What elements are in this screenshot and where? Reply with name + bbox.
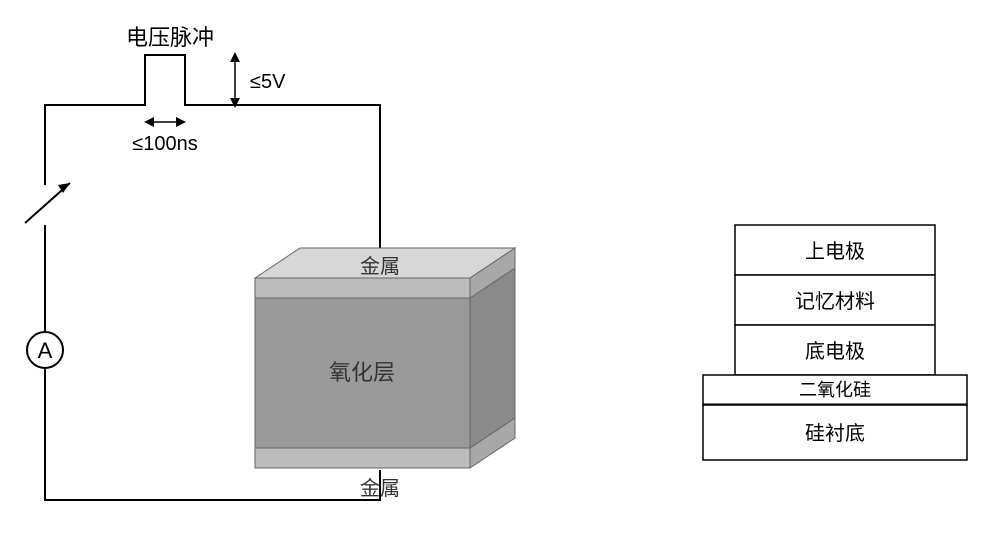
device-top-label: 金属 — [360, 255, 400, 278]
device-mid-label: 氧化层 — [329, 360, 395, 385]
ammeter-letter: A — [38, 338, 53, 363]
pulse-waveform — [115, 55, 215, 105]
device-3d: 金属 氧化层 金属 — [255, 248, 515, 500]
layer-stack: 上电极 记忆材料 底电极 二氧化硅 硅衬底 — [703, 225, 967, 460]
stack-substrate-label: 硅衬底 — [805, 422, 865, 445]
stack-memory-label: 记忆材料 — [795, 290, 875, 313]
stack-top-electrode-label: 上电极 — [805, 240, 865, 263]
variable-source-icon — [25, 183, 70, 225]
device-bottom-label: 金属 — [360, 477, 400, 500]
stack-bottom-electrode-label: 底电极 — [805, 340, 865, 363]
time-label: ≤100ns — [132, 133, 197, 155]
pulse-path — [115, 55, 215, 105]
stack-silica-label: 二氧化硅 — [799, 380, 871, 400]
time-arrow: ≤100ns — [132, 117, 197, 155]
voltage-label: ≤5V — [250, 71, 286, 93]
pulse-title: 电压脉冲 — [126, 25, 214, 50]
diagram-root: 电压脉冲 ≤5V ≤100ns A — [0, 0, 1000, 548]
voltage-arrow: ≤5V — [230, 52, 286, 108]
ammeter-icon: A — [27, 332, 63, 368]
